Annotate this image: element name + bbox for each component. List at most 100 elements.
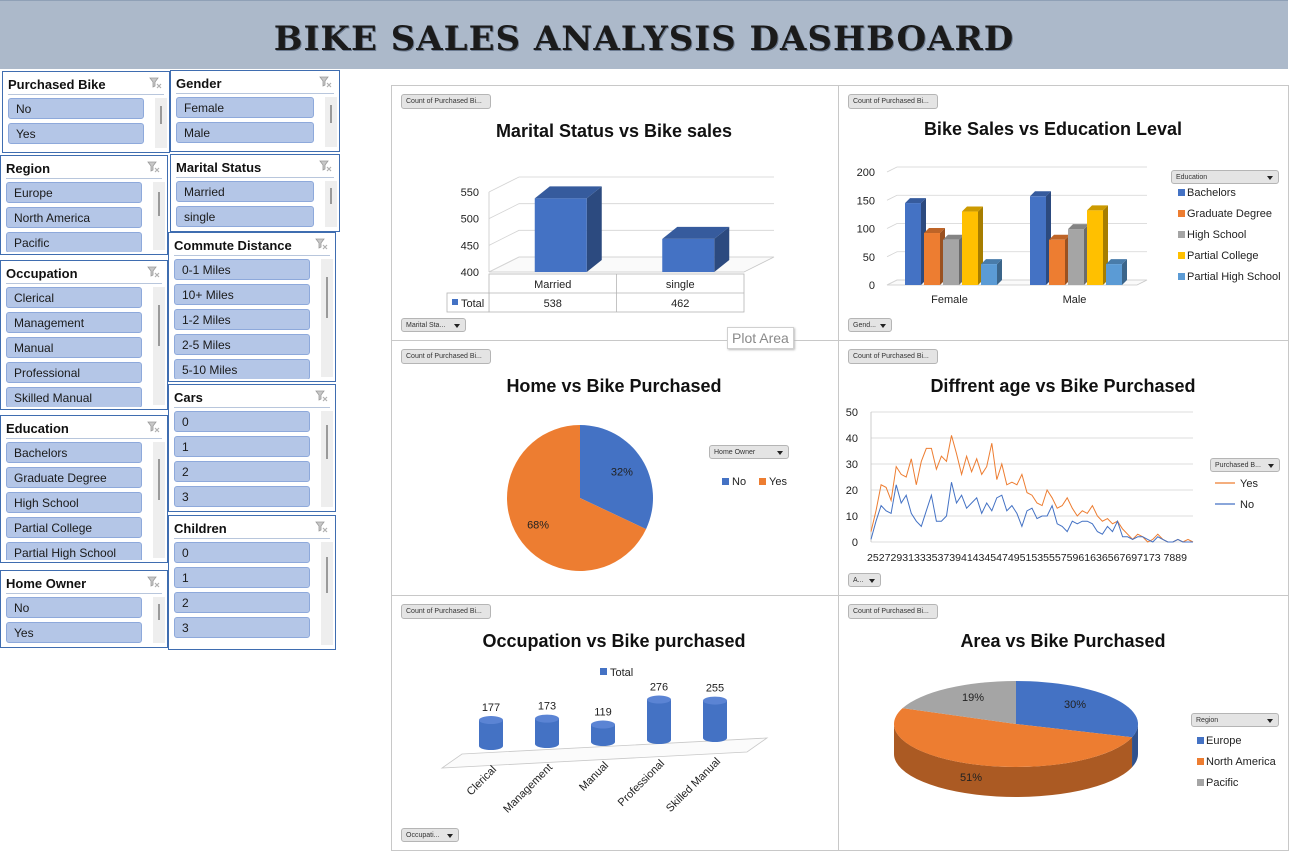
legend-filter-button[interactable]: Purchased B... bbox=[1210, 458, 1280, 472]
data-label: 177 bbox=[482, 702, 500, 714]
slicer-commute-distance[interactable]: Commute Distance 0-1 Miles 10+ Miles 1-2 Mi… bbox=[168, 232, 336, 382]
slicer-scrollbar[interactable] bbox=[325, 97, 337, 147]
legend-filter-button[interactable]: Education bbox=[1171, 170, 1279, 184]
axis-filter-button[interactable]: Marital Sta... bbox=[401, 318, 466, 332]
dashboard-title: BIKE SALES ANALYSIS DASHBOARD bbox=[273, 19, 1015, 59]
slicer-item[interactable]: 0-1 Miles bbox=[174, 259, 310, 280]
slicer-item[interactable]: 3 bbox=[174, 617, 310, 638]
chart-occupation[interactable]: Count of Purchased Bi... Occupati... Occ… bbox=[391, 595, 839, 851]
slicer-item[interactable]: Graduate Degree bbox=[6, 467, 142, 488]
pie-slice-yes bbox=[506, 425, 647, 571]
clear-filter-icon[interactable] bbox=[146, 160, 160, 174]
slicer-item[interactable]: 5-10 Miles bbox=[174, 359, 310, 379]
field-button[interactable]: Count of Purchased Bi... bbox=[848, 604, 938, 619]
slicer-scrollbar[interactable] bbox=[153, 182, 165, 250]
slicer-item[interactable]: Management bbox=[6, 312, 142, 333]
slicer-scrollbar[interactable] bbox=[153, 597, 165, 643]
slicer-marital-status[interactable]: Marital Status Married single bbox=[170, 154, 340, 232]
slicer-item[interactable]: Bachelors bbox=[6, 442, 142, 463]
slicer-scrollbar[interactable] bbox=[321, 411, 333, 507]
slicer-item[interactable]: Female bbox=[176, 97, 314, 118]
x-tick-label: Manual bbox=[577, 760, 611, 794]
bar-high-school bbox=[943, 234, 964, 285]
slicer-education[interactable]: Education Bachelors Graduate Degree High Sc… bbox=[0, 415, 168, 563]
clear-filter-icon[interactable] bbox=[146, 265, 160, 279]
slicer-gender[interactable]: Gender Female Male bbox=[170, 70, 340, 152]
slicer-item[interactable]: Manual bbox=[6, 337, 142, 358]
slicer-region[interactable]: Region Europe North America Pacific bbox=[0, 155, 168, 255]
slicer-item[interactable]: 1-2 Miles bbox=[174, 309, 310, 330]
slicer-item[interactable]: 3 bbox=[174, 486, 310, 507]
bar-partial-college-front bbox=[1087, 210, 1103, 285]
slicer-item[interactable]: Pacific bbox=[6, 232, 142, 252]
slicer-item[interactable]: Partial High School bbox=[6, 542, 142, 560]
slicer-item[interactable]: Yes bbox=[8, 123, 144, 144]
slicer-cars[interactable]: Cars 0 1 2 3 bbox=[168, 384, 336, 512]
chart-education[interactable]: Count of Purchased Bi... Gend... Educati… bbox=[838, 85, 1289, 341]
clear-filter-icon[interactable] bbox=[314, 389, 328, 403]
y-tick-label: 0 bbox=[852, 537, 858, 549]
slicer-item[interactable]: 2 bbox=[174, 592, 310, 613]
slicer-occupation[interactable]: Occupation Clerical Management Manual Profes… bbox=[0, 260, 168, 410]
y-tick-label: 550 bbox=[461, 187, 479, 199]
slicer-item[interactable]: Yes bbox=[6, 622, 142, 643]
field-button[interactable]: Count of Purchased Bi... bbox=[848, 349, 938, 364]
slicer-scrollbar[interactable] bbox=[325, 181, 337, 227]
chart-age[interactable]: Count of Purchased Bi... A... Purchased … bbox=[838, 340, 1289, 596]
clear-filter-icon[interactable] bbox=[318, 75, 332, 89]
slicer-scrollbar[interactable] bbox=[321, 259, 333, 377]
slicer-item[interactable]: 10+ Miles bbox=[174, 284, 310, 305]
slicer-item[interactable]: Skilled Manual bbox=[6, 387, 142, 407]
legend-filter-button[interactable]: Home Owner bbox=[709, 445, 789, 459]
slicer-items: Female Male bbox=[176, 97, 314, 149]
clear-filter-icon[interactable] bbox=[318, 159, 332, 173]
slicer-scrollbar[interactable] bbox=[153, 287, 165, 405]
slicer-item[interactable]: North America bbox=[6, 207, 142, 228]
y-tick-label: 50 bbox=[863, 252, 875, 264]
field-button[interactable]: Count of Purchased Bi... bbox=[401, 94, 491, 109]
slicer-item[interactable]: 0 bbox=[174, 542, 310, 563]
slicer-item[interactable]: Clerical bbox=[6, 287, 142, 308]
slicer-item[interactable]: single bbox=[176, 206, 314, 227]
axis-filter-button[interactable]: Gend... bbox=[848, 318, 892, 332]
slicer-item[interactable]: Professional bbox=[6, 362, 142, 383]
cylinder-professional bbox=[647, 695, 671, 744]
slicer-item[interactable]: 2-5 Miles bbox=[174, 334, 310, 355]
clear-filter-icon[interactable] bbox=[146, 575, 160, 589]
axis-filter-button[interactable]: A... bbox=[848, 573, 881, 587]
field-button[interactable]: Count of Purchased Bi... bbox=[401, 604, 491, 619]
slicer-home-owner[interactable]: Home Owner No Yes bbox=[0, 570, 168, 648]
chart-marital-status[interactable]: Count of Purchased Bi... Marital Sta... … bbox=[391, 85, 839, 341]
bar-partial-college-top bbox=[962, 206, 983, 212]
slicer-item[interactable]: No bbox=[6, 597, 142, 618]
axis-filter-button[interactable]: Occupati... bbox=[401, 828, 459, 842]
slicer-items: 0 1 2 3 bbox=[174, 542, 310, 647]
clear-filter-icon[interactable] bbox=[314, 237, 328, 251]
slicer-children[interactable]: Children 0 1 2 3 bbox=[168, 515, 336, 650]
data-label: 119 bbox=[594, 707, 612, 719]
field-button[interactable]: Count of Purchased Bi... bbox=[401, 349, 491, 364]
slicer-scrollbar[interactable] bbox=[155, 98, 167, 148]
chart-home-owner[interactable]: Count of Purchased Bi... Home Owner Home… bbox=[391, 340, 839, 596]
slicer-item[interactable]: High School bbox=[6, 492, 142, 513]
slicer-item[interactable]: Married bbox=[176, 181, 314, 202]
slicer-item[interactable]: Partial College bbox=[6, 517, 142, 538]
slicer-item[interactable]: 2 bbox=[174, 461, 310, 482]
slicer-purchased-bike[interactable]: Purchased Bike No Yes bbox=[2, 71, 170, 153]
slicer-item[interactable]: Male bbox=[176, 122, 314, 143]
line-series-no bbox=[870, 482, 1193, 543]
slicer-item[interactable]: 1 bbox=[174, 436, 310, 457]
slicer-scrollbar[interactable] bbox=[153, 442, 165, 558]
slicer-item[interactable]: No bbox=[8, 98, 144, 119]
clear-filter-icon[interactable] bbox=[146, 420, 160, 434]
slicer-scrollbar[interactable] bbox=[321, 542, 333, 645]
slicer-item[interactable]: Europe bbox=[6, 182, 142, 203]
slicer-item[interactable]: 0 bbox=[174, 411, 310, 432]
y-tick-label: 100 bbox=[857, 224, 875, 236]
clear-filter-icon[interactable] bbox=[314, 520, 328, 534]
chart-area[interactable]: Count of Purchased Bi... Region Area vs … bbox=[838, 595, 1289, 851]
field-button[interactable]: Count of Purchased Bi... bbox=[848, 94, 938, 109]
clear-filter-icon[interactable] bbox=[148, 76, 162, 90]
legend-filter-button[interactable]: Region bbox=[1191, 713, 1279, 727]
slicer-item[interactable]: 1 bbox=[174, 567, 310, 588]
